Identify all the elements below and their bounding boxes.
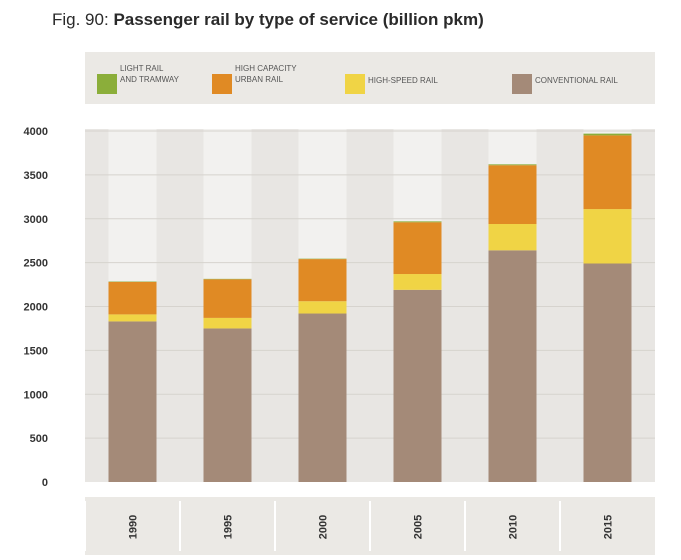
legend-swatch	[345, 74, 365, 94]
bar-segment	[298, 259, 347, 302]
y-tick-label: 2000	[24, 302, 48, 314]
legend-label: HIGH CAPACITY	[235, 64, 297, 73]
bar-segment	[488, 224, 537, 251]
legend-label: URBAN RAIL	[235, 75, 284, 84]
bar-segment	[488, 165, 537, 225]
legend-swatch	[512, 74, 532, 94]
bar-segment	[108, 314, 157, 322]
legend-label: AND TRAMWAY	[120, 75, 180, 84]
x-tick-label: 2000	[318, 515, 330, 539]
bar-segment	[203, 279, 252, 318]
bar-segment	[108, 321, 157, 482]
x-tick-label: 1990	[128, 515, 140, 539]
legend-background	[85, 52, 655, 104]
bar-segment	[203, 328, 252, 482]
y-tick-label: 0	[42, 477, 48, 489]
legend-label: HIGH-SPEED RAIL	[368, 76, 438, 85]
chart-title-prefix: Fig. 90:	[52, 10, 109, 29]
bar-segment	[488, 250, 537, 482]
bar-segment	[393, 289, 442, 482]
x-tick-label: 1995	[223, 515, 235, 539]
bar-segment	[298, 301, 347, 314]
x-tick-label: 2005	[413, 515, 425, 539]
bar-segment	[393, 222, 442, 275]
bar-segment	[393, 274, 442, 290]
chart-title-main: Passenger rail by type of service (billi…	[113, 10, 484, 29]
y-tick-label: 3500	[24, 170, 48, 182]
chart-title: Fig. 90: Passenger rail by type of servi…	[52, 10, 484, 30]
legend-label: CONVENTIONAL RAIL	[535, 76, 618, 85]
bar-segment	[583, 209, 632, 264]
bar-segment	[583, 133, 632, 136]
bar-segment	[203, 317, 252, 329]
x-tick-label: 2015	[603, 515, 615, 539]
bar-segment	[583, 263, 632, 482]
bar-segment	[393, 221, 442, 223]
y-tick-label: 1000	[24, 389, 48, 401]
y-tick-label: 4000	[24, 126, 48, 138]
legend-label: LIGHT RAIL	[120, 64, 164, 73]
y-tick-label: 2500	[24, 258, 48, 270]
bar-segment	[488, 164, 537, 166]
plot-background	[85, 129, 655, 482]
y-tick-label: 3000	[24, 214, 48, 226]
y-tick-label: 1500	[24, 345, 48, 357]
y-tick-label: 500	[30, 433, 48, 445]
legend-swatch	[212, 74, 232, 94]
bar-segment	[583, 135, 632, 210]
x-tick-label: 2010	[508, 515, 520, 539]
bar-segment	[298, 313, 347, 482]
legend-swatch	[97, 74, 117, 94]
bar-segment	[108, 281, 157, 315]
